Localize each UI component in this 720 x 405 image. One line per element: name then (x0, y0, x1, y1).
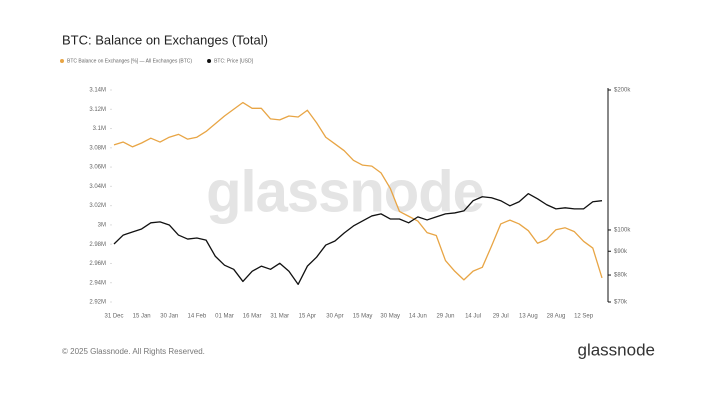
x-tick-label: 31 Dec (104, 314, 123, 320)
y-tick-label: 3M (98, 222, 106, 228)
legend-swatch (60, 59, 64, 63)
x-tick-label: 14 Jun (409, 314, 427, 320)
y2-tick-label: $200k (614, 88, 631, 94)
copyright: © 2025 Glassnode. All Rights Reserved. (62, 347, 205, 356)
x-tick-label: 30 Apr (326, 314, 343, 320)
x-tick-label: 15 May (353, 314, 373, 320)
series-line (113, 101, 603, 281)
y-tick-label: 2.96M (89, 261, 106, 267)
x-tick-label: 16 Mar (243, 314, 262, 320)
x-tick-label: 15 Apr (299, 314, 316, 320)
y2-tick-label: $80k (614, 273, 628, 279)
x-tick-label: 30 May (380, 314, 400, 320)
y2-tick-label: $70k (614, 300, 628, 306)
y-tick-label: 3.04M (89, 184, 106, 190)
x-tick-label: 13 Aug (519, 314, 538, 320)
x-tick-label: 28 Aug (547, 314, 566, 320)
y2-tick-label: $100k (614, 228, 631, 234)
watermark: glassnode (206, 159, 484, 224)
y-tick-label: 3.14M (89, 88, 106, 94)
legend-swatch (207, 59, 212, 63)
legend-label: BTC Balance on Exchanges [%] — All Excha… (67, 58, 192, 64)
chart-title: BTC: Balance on Exchanges (Total) (62, 32, 268, 47)
y-tick-label: 3.06M (89, 165, 106, 171)
y-tick-label: 3.12M (89, 107, 106, 113)
y-tick-label: 2.92M (89, 300, 106, 306)
legend-label: BTC: Price [USD] (214, 58, 254, 64)
brand-logo: glassnode (577, 340, 655, 359)
y-tick-label: 3.02M (89, 203, 106, 209)
x-tick-label: 31 Mar (270, 314, 289, 320)
y-tick-label: 3.1M (93, 126, 106, 132)
x-tick-label: 29 Jun (436, 314, 454, 320)
y2-tick-label: $90k (614, 249, 628, 255)
y-tick-label: 2.98M (89, 242, 106, 248)
x-tick-label: 12 Sep (574, 314, 594, 320)
x-tick-label: 15 Jan (133, 314, 151, 320)
x-tick-label: 29 Jul (493, 314, 509, 320)
y-tick-label: 3.08M (89, 145, 106, 151)
x-tick-label: 30 Jan (160, 314, 178, 320)
x-tick-label: 01 Mar (215, 314, 234, 320)
series-line (113, 193, 603, 285)
x-tick-label: 14 Jul (465, 314, 481, 320)
y-tick-label: 2.94M (89, 280, 106, 286)
x-tick-label: 14 Feb (188, 314, 207, 320)
